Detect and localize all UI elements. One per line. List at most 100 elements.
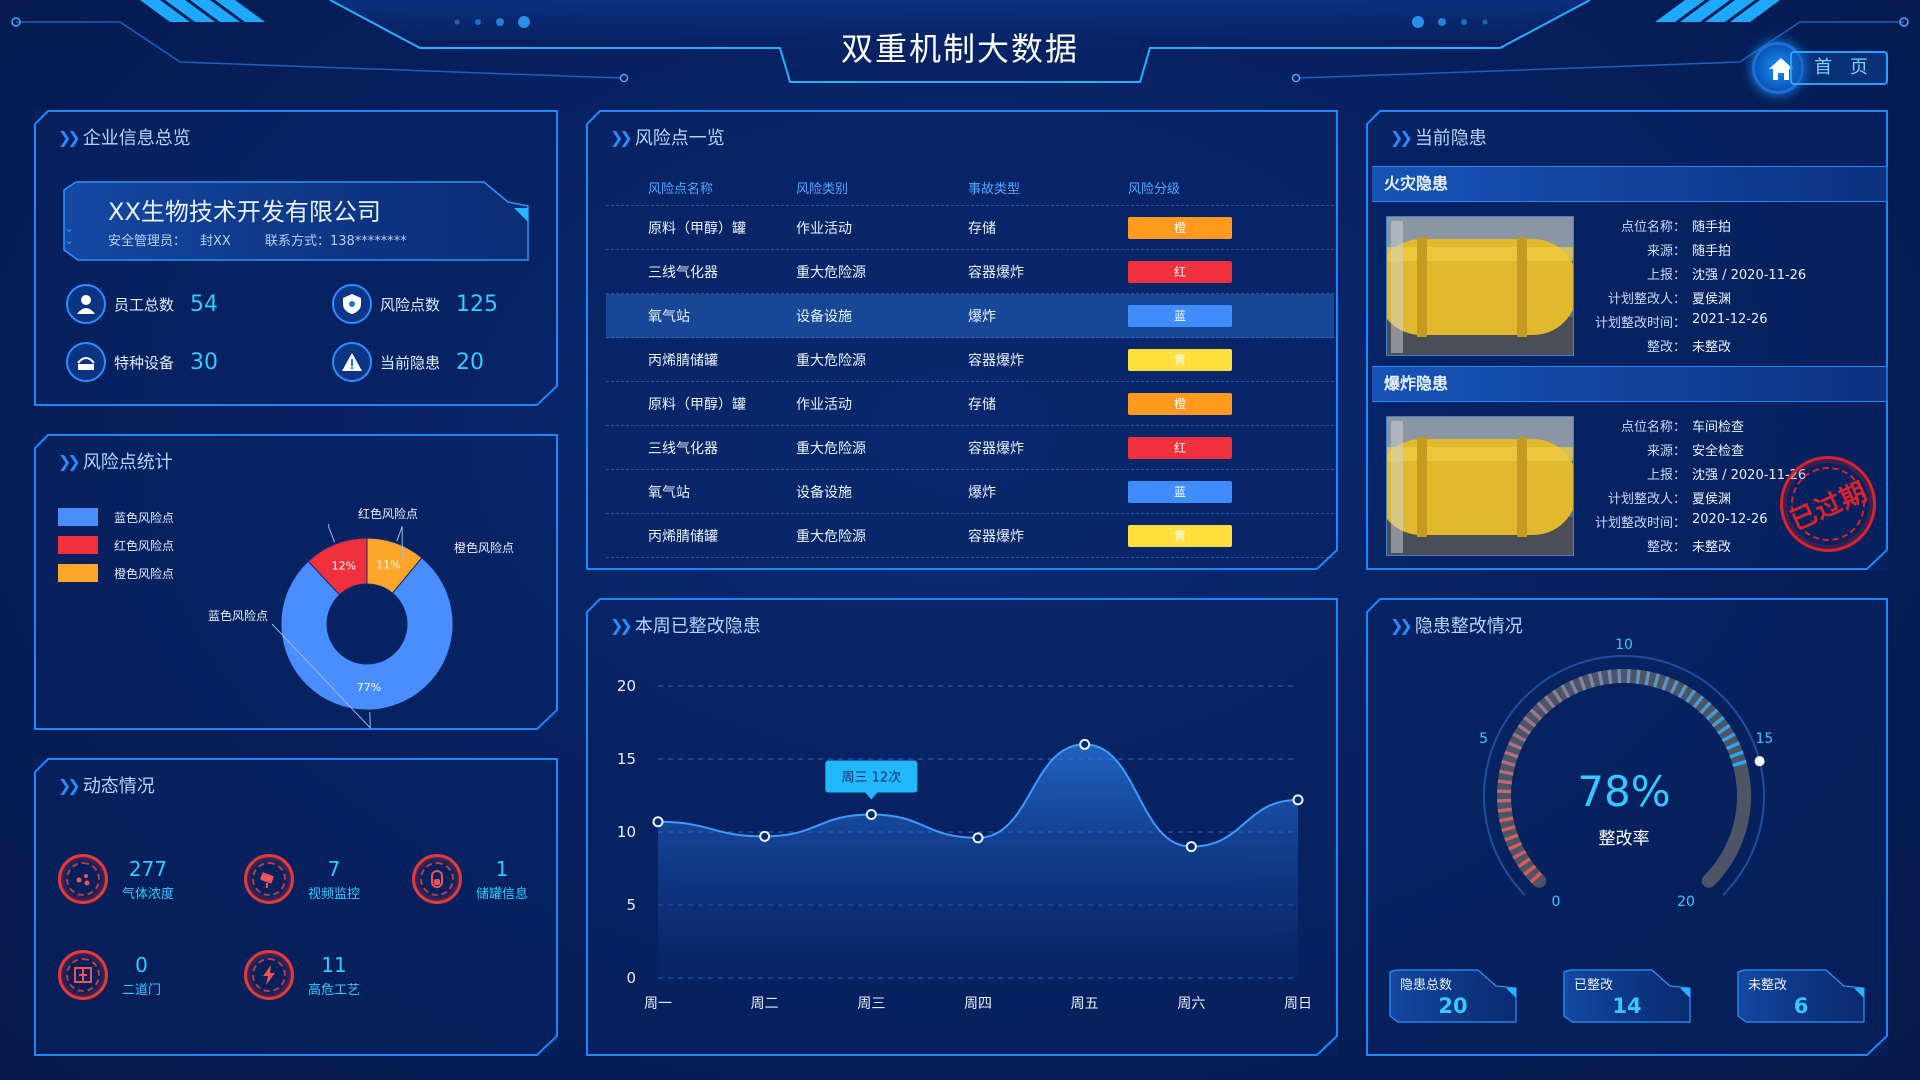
dynamic-item-gas[interactable]: 277 气体浓度 [58, 854, 174, 904]
gauge-progress-tick [1529, 871, 1543, 884]
risk-level-badge: 黄 [1128, 348, 1232, 371]
gauge-progress-tick [1501, 759, 1516, 767]
rectification-summary-box: 隐患总数 20 [1388, 968, 1518, 1024]
gauge-progress-tick [1501, 825, 1516, 833]
field-key: 来源： [1646, 444, 1686, 459]
stat-label: 员工总数 [114, 295, 175, 314]
home-icon [1769, 58, 1793, 80]
stat-special-equipment: 特种设备 30 [66, 342, 218, 382]
table-row[interactable]: 三线气化器 重大危险源 容器爆炸 红 [606, 250, 1334, 294]
gauge-progress-tick [1497, 807, 1512, 813]
company-card: ⌄ ⌄ XX生物技术开发有限公司 安全管理员： 封XX 联系方式：138*****… [62, 180, 532, 262]
header: 双重机制大数据 [0, 0, 1920, 95]
table-row[interactable]: 三线气化器 重大危险源 容器爆炸 红 [606, 426, 1334, 470]
gauge-progress-tick [1711, 716, 1725, 728]
data-point[interactable] [759, 830, 771, 842]
hazard-field: 计划整改人： 夏侯渊 [1576, 288, 1806, 312]
table-row[interactable]: 原料（甲醇）罐 作业活动 存储 橙 [606, 382, 1334, 426]
lightning-icon [244, 950, 294, 1000]
legend-item: 红色风险点 [58, 536, 174, 554]
home-button[interactable]: 首 页 [1752, 42, 1888, 94]
stat-label: 风险点数 [380, 295, 441, 314]
data-point[interactable] [1292, 794, 1304, 806]
dynamic-value: 7 [327, 856, 341, 881]
stat-value: 54 [190, 291, 218, 317]
field-key: 点位名称： [1620, 420, 1686, 435]
gauge-progress-tick [1644, 671, 1651, 686]
dynamic-label: 高危工艺 [308, 982, 361, 998]
field-value: 夏侯渊 [1692, 492, 1732, 507]
dynamic-item-door[interactable]: 0 二道门 [58, 950, 161, 1000]
cell-name: 氧气站 [648, 484, 690, 501]
data-point[interactable] [1185, 841, 1197, 853]
hazard-photo[interactable] [1386, 216, 1574, 356]
table-header: 风险点名称 风险类别 事故类型 风险分级 [606, 170, 1334, 206]
risk-level-badge: 橙 [1128, 216, 1232, 239]
data-point[interactable] [972, 832, 984, 844]
hazard-info: 点位名称： 随手拍 来源： 随手拍 上报： 沈强 / 2020-11-26 计划整改人： 夏侯… [1576, 216, 1806, 360]
dynamic-value: 0 [135, 952, 148, 977]
gauge-pointer-dot [1754, 756, 1765, 767]
hazard-photo[interactable] [1386, 416, 1574, 556]
dynamic-value: 277 [128, 856, 168, 881]
cell-category: 重大危险源 [796, 528, 866, 545]
warning-icon [332, 342, 372, 382]
box-label: 隐患总数 [1400, 978, 1453, 993]
person-icon [66, 284, 106, 324]
gauge-progress-tick [1517, 857, 1531, 868]
y-tick-label: 0 [626, 969, 636, 987]
panel-title-text: 企业信息总览 [82, 128, 191, 149]
data-point[interactable] [865, 808, 877, 820]
panel-title-text: 动态情况 [82, 776, 155, 797]
pie-slice[interactable] [366, 537, 423, 594]
panel-frame [586, 598, 1338, 1056]
gauge-progress-tick [1685, 689, 1696, 703]
dynamic-item-video[interactable]: 7 视频监控 [244, 854, 360, 904]
gauge-progress-tick [1504, 833, 1519, 842]
panel-frame [1366, 110, 1888, 570]
equipment-icon [66, 342, 106, 382]
panel-title: ❯❯ 本周已整改隐患 [610, 612, 761, 638]
cell-name: 丙烯腈储罐 [648, 528, 718, 545]
legend-item: 橙色风险点 [58, 564, 174, 582]
cell-accident: 爆炸 [968, 484, 996, 501]
x-tick-label: 周日 [1284, 996, 1312, 1012]
chevron-right-icon: ❯❯ [58, 127, 81, 147]
data-point[interactable] [652, 816, 664, 828]
field-key: 来源： [1646, 244, 1686, 259]
field-value: 未整改 [1692, 540, 1732, 555]
gauge-outer-ring [1483, 655, 1765, 896]
legend-swatch [58, 564, 98, 582]
field-value: 未整改 [1692, 340, 1732, 355]
table-row[interactable]: 丙烯腈储罐 重大危险源 容器爆炸 黄 [606, 338, 1334, 382]
table-row[interactable]: 丙烯腈储罐 重大危险源 容器爆炸 黄 [606, 514, 1334, 558]
field-key: 整改： [1646, 340, 1686, 355]
dynamic-item-tank[interactable]: 1 储罐信息 [412, 854, 528, 904]
cell-category: 重大危险源 [796, 264, 866, 281]
weekly-area-chart: 0 5 10 15 20 周一 周二 周三 周四 周五 周六 周日 周三 12次 [617, 677, 1312, 1012]
gas-icon [58, 854, 108, 904]
gauge-progress-tick [1607, 669, 1613, 684]
legend-item: 蓝色风险点 [58, 508, 174, 526]
tank-icon [412, 854, 462, 904]
table-row[interactable]: 氧气站 设备设施 爆炸 蓝 [606, 294, 1334, 338]
home-circle [1752, 42, 1804, 94]
pie-outer-label: 橙色风险点 [454, 540, 514, 555]
tooltip-text: 周三 12次 [841, 769, 901, 785]
gauge-progress-tick [1597, 671, 1604, 686]
y-tick-label: 15 [617, 750, 636, 768]
x-tick-label: 周六 [1177, 996, 1205, 1012]
dynamic-item-high-risk[interactable]: 11 高危工艺 [244, 950, 360, 1000]
cell-name: 三线气化器 [648, 264, 718, 281]
y-tick-label: 5 [626, 896, 636, 914]
y-tick-label: 10 [617, 823, 636, 841]
cell-category: 设备设施 [796, 484, 852, 501]
hazard-field: 计划整改人： 夏侯渊 [1576, 488, 1806, 512]
table-row[interactable]: 氧气站 设备设施 爆炸 蓝 [606, 470, 1334, 514]
pie-slice[interactable] [280, 557, 454, 711]
company-sub: 安全管理员： 封XX 联系方式：138******** [108, 230, 421, 249]
table-row[interactable]: 原料（甲醇）罐 作业活动 存储 橙 [606, 206, 1334, 250]
cell-accident: 容器爆炸 [968, 440, 1024, 457]
data-point[interactable] [1079, 738, 1091, 750]
panel-frame [586, 110, 1338, 570]
